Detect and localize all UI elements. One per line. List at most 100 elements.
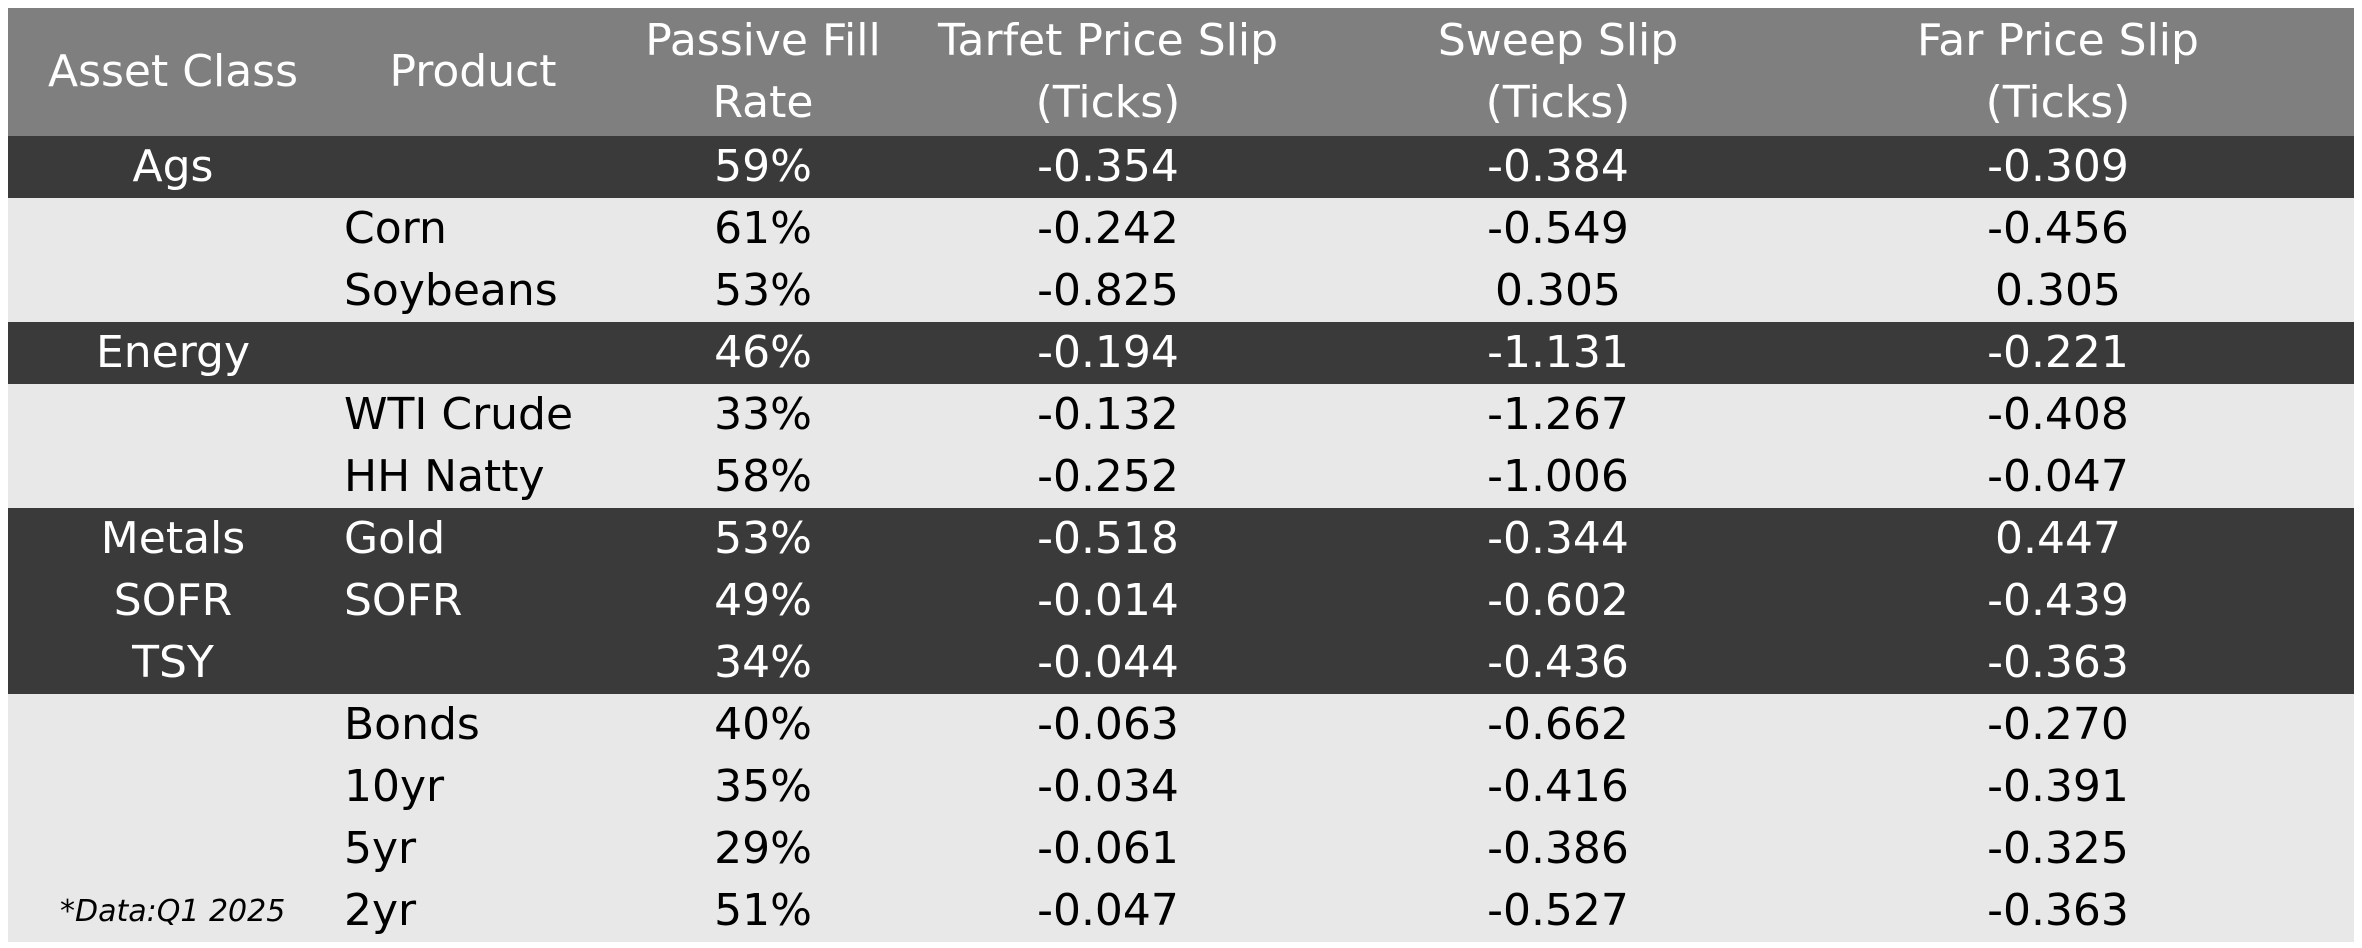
table-row: Ags 59% -0.354 -0.384 -0.309 bbox=[8, 136, 2354, 198]
header-target-price-slip-line1: Tarfet Price Slip bbox=[937, 15, 1279, 66]
asset-class-cell: Metals bbox=[100, 513, 246, 564]
header-sweep-slip-line2: (Ticks) bbox=[1485, 77, 1631, 128]
sweep-slip-cell: -0.384 bbox=[1487, 141, 1629, 192]
target-price-slip-cell: -0.194 bbox=[1037, 327, 1179, 378]
far-price-slip-cell: -0.270 bbox=[1987, 699, 2129, 750]
asset-class-cell bbox=[8, 260, 338, 322]
product-cell: Bonds bbox=[344, 699, 480, 750]
target-price-slip-cell: -0.044 bbox=[1037, 637, 1179, 688]
asset-class-cell bbox=[8, 384, 338, 446]
sweep-slip-cell: -0.602 bbox=[1487, 575, 1629, 626]
target-price-slip-cell: -0.242 bbox=[1037, 203, 1179, 254]
sweep-slip-cell: -0.527 bbox=[1487, 885, 1629, 936]
asset-class-cell: Ags bbox=[132, 141, 214, 192]
far-price-slip-cell: -0.456 bbox=[1987, 203, 2129, 254]
header-far-price-slip-line1: Far Price Slip bbox=[1917, 15, 2199, 66]
asset-class-cell: Energy bbox=[95, 327, 251, 378]
passive-fill-rate-cell: 53% bbox=[714, 513, 812, 564]
header-passive-fill-rate: Passive Fill Rate bbox=[623, 8, 903, 136]
sweep-slip-cell: -1.267 bbox=[1487, 389, 1629, 440]
target-price-slip-cell: -0.825 bbox=[1037, 265, 1179, 316]
sweep-slip-cell: -1.131 bbox=[1487, 327, 1629, 378]
far-price-slip-cell: -0.408 bbox=[1987, 389, 2129, 440]
passive-fill-rate-cell: 51% bbox=[714, 885, 812, 936]
sweep-slip-cell: -0.549 bbox=[1487, 203, 1629, 254]
asset-class-cell bbox=[8, 694, 338, 756]
table-row: Metals Gold 53% -0.518 -0.344 0.447 bbox=[8, 508, 2354, 570]
table-row: 5yr 29% -0.061 -0.386 -0.325 bbox=[8, 818, 2354, 880]
far-price-slip-cell: 0.305 bbox=[1995, 265, 2121, 316]
far-price-slip-cell: -0.325 bbox=[1987, 823, 2129, 874]
asset-class-cell bbox=[8, 446, 338, 508]
header-asset-class: Asset Class bbox=[8, 8, 338, 136]
table-row: TSY 34% -0.044 -0.436 -0.363 bbox=[8, 632, 2354, 694]
header-passive-fill-rate-line1: Passive Fill bbox=[645, 15, 881, 66]
asset-class-cell bbox=[8, 818, 338, 880]
header-product-label: Product bbox=[389, 46, 557, 97]
product-cell bbox=[344, 322, 644, 384]
header-passive-fill-rate-line2: Rate bbox=[712, 77, 814, 128]
asset-class-cell: SOFR bbox=[113, 575, 233, 626]
table-row: Corn 61% -0.242 -0.549 -0.456 bbox=[8, 198, 2354, 260]
target-price-slip-cell: -0.034 bbox=[1037, 761, 1179, 812]
header-product: Product bbox=[298, 8, 648, 136]
passive-fill-rate-cell: 40% bbox=[714, 699, 812, 750]
table-row: 2yr 51% -0.047 -0.527 -0.363 bbox=[8, 880, 2354, 942]
sweep-slip-cell: 0.305 bbox=[1495, 265, 1621, 316]
target-price-slip-cell: -0.061 bbox=[1037, 823, 1179, 874]
passive-fill-rate-cell: 53% bbox=[714, 265, 812, 316]
data-footnote: *Data:Q1 2025 bbox=[60, 894, 286, 929]
target-price-slip-cell: -0.063 bbox=[1037, 699, 1179, 750]
product-cell: 10yr bbox=[344, 761, 445, 812]
header-target-price-slip: Tarfet Price Slip (Ticks) bbox=[908, 8, 1308, 136]
table-row: Bonds 40% -0.063 -0.662 -0.270 bbox=[8, 694, 2354, 756]
passive-fill-rate-cell: 35% bbox=[714, 761, 812, 812]
target-price-slip-cell: -0.354 bbox=[1037, 141, 1179, 192]
product-cell: HH Natty bbox=[344, 451, 545, 502]
passive-fill-rate-cell: 58% bbox=[714, 451, 812, 502]
passive-fill-rate-cell: 59% bbox=[714, 141, 812, 192]
far-price-slip-cell: -0.391 bbox=[1987, 761, 2129, 812]
table-header: Asset Class Product Passive Fill Rate Ta… bbox=[8, 8, 2354, 136]
far-price-slip-cell: 0.447 bbox=[1995, 513, 2121, 564]
sweep-slip-cell: -0.662 bbox=[1487, 699, 1629, 750]
target-price-slip-cell: -0.014 bbox=[1037, 575, 1179, 626]
target-price-slip-cell: -0.047 bbox=[1037, 885, 1179, 936]
header-far-price-slip: Far Price Slip (Ticks) bbox=[1858, 8, 2258, 136]
asset-class-cell: TSY bbox=[132, 637, 214, 688]
passive-fill-rate-cell: 49% bbox=[714, 575, 812, 626]
far-price-slip-cell: -0.363 bbox=[1987, 885, 2129, 936]
slippage-table: Asset Class Product Passive Fill Rate Ta… bbox=[8, 8, 2354, 942]
header-sweep-slip: Sweep Slip (Ticks) bbox=[1358, 8, 1758, 136]
table-row: Energy 46% -0.194 -1.131 -0.221 bbox=[8, 322, 2354, 384]
table-row: 10yr 35% -0.034 -0.416 -0.391 bbox=[8, 756, 2354, 818]
header-sweep-slip-line1: Sweep Slip bbox=[1437, 15, 1679, 66]
far-price-slip-cell: -0.221 bbox=[1987, 327, 2129, 378]
sweep-slip-cell: -0.436 bbox=[1487, 637, 1629, 688]
sweep-slip-cell: -1.006 bbox=[1487, 451, 1629, 502]
sweep-slip-cell: -0.416 bbox=[1487, 761, 1629, 812]
table-row: SOFR SOFR 49% -0.014 -0.602 -0.439 bbox=[8, 570, 2354, 632]
header-far-price-slip-line2: (Ticks) bbox=[1985, 77, 2131, 128]
far-price-slip-cell: -0.309 bbox=[1987, 141, 2129, 192]
far-price-slip-cell: -0.363 bbox=[1987, 637, 2129, 688]
header-target-price-slip-line2: (Ticks) bbox=[1035, 77, 1181, 128]
table-row: HH Natty 58% -0.252 -1.006 -0.047 bbox=[8, 446, 2354, 508]
asset-class-cell bbox=[8, 198, 338, 260]
sweep-slip-cell: -0.344 bbox=[1487, 513, 1629, 564]
product-cell: Soybeans bbox=[344, 265, 558, 316]
passive-fill-rate-cell: 61% bbox=[714, 203, 812, 254]
header-asset-class-label: Asset Class bbox=[47, 46, 298, 97]
target-price-slip-cell: -0.132 bbox=[1037, 389, 1179, 440]
passive-fill-rate-cell: 34% bbox=[714, 637, 812, 688]
product-cell: 5yr bbox=[344, 823, 417, 874]
product-cell: Gold bbox=[344, 513, 446, 564]
product-cell bbox=[344, 632, 644, 694]
table-row: Soybeans 53% -0.825 0.305 0.305 bbox=[8, 260, 2354, 322]
product-cell: WTI Crude bbox=[344, 389, 574, 440]
far-price-slip-cell: -0.439 bbox=[1987, 575, 2129, 626]
product-cell: Corn bbox=[344, 203, 447, 254]
product-cell: 2yr bbox=[344, 885, 417, 936]
far-price-slip-cell: -0.047 bbox=[1987, 451, 2129, 502]
asset-class-cell bbox=[8, 756, 338, 818]
